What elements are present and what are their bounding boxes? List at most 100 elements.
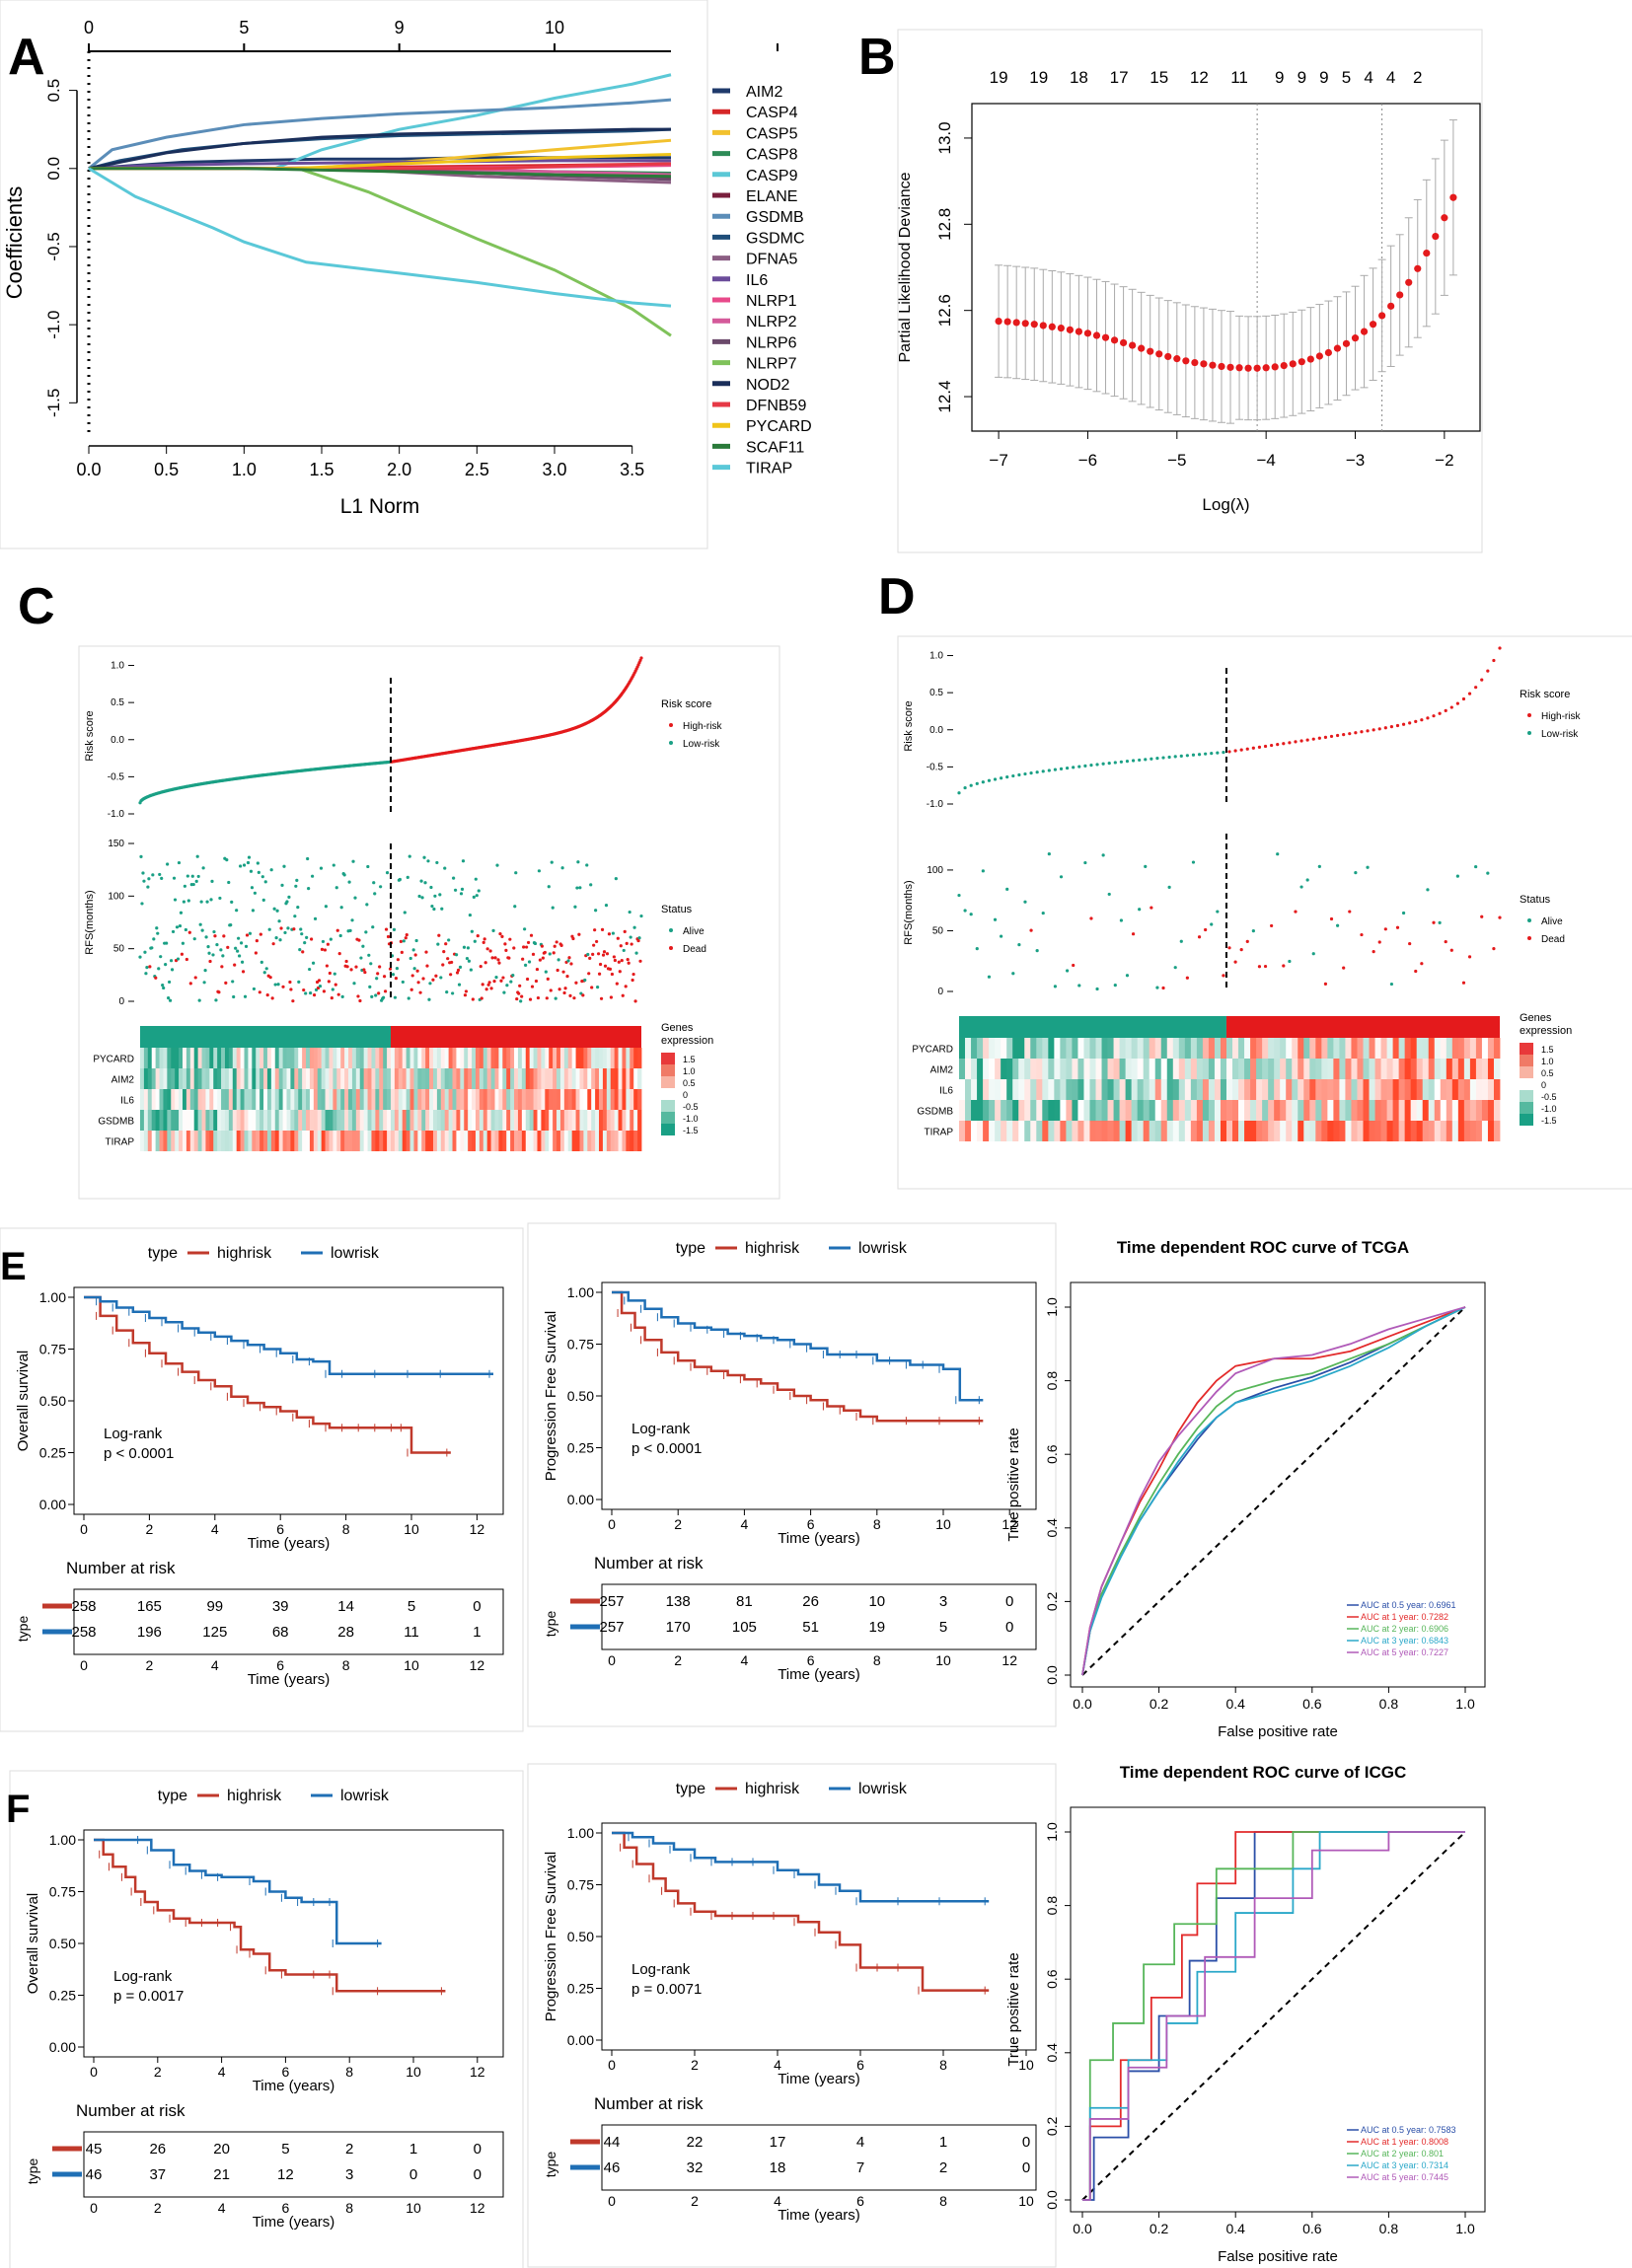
heatmap-cell [1410,1121,1418,1141]
status-point [583,978,587,983]
risk-table-cell: 20 [213,2141,230,2158]
heatmap-cell [1274,1121,1281,1141]
heatmap-cell [429,1089,434,1110]
heatmap-cell [633,1048,638,1068]
risk-x-tick-label: 6 [282,2200,290,2216]
heatmap-cell [391,1048,396,1068]
status-point [1125,974,1130,978]
heatmap-cell [1083,1079,1090,1100]
panel-frame [0,1227,524,1732]
heatmap-cell [537,1131,542,1151]
heatmap-cell [302,1068,307,1089]
heatmap-cell [606,1110,612,1131]
heatmap-cell [309,1068,315,1089]
risk-point [1005,775,1009,779]
heatmap-cell [1178,1100,1186,1121]
legend-label: highrisk [217,1245,272,1262]
status-point [1342,966,1346,970]
risk-point [1204,752,1208,756]
status-point [250,886,255,890]
risk-x-tick-label: 6 [807,1652,815,1668]
heatmap-cell [567,1131,573,1151]
status-point [379,885,383,889]
x-tick-label: 0.4 [1225,2221,1245,2236]
status-point [621,993,625,997]
heatmap-cell [379,1089,384,1110]
status-point [1017,943,1021,947]
heatmap-cell [1036,1079,1043,1100]
risk-table-cell: 26 [149,2141,166,2158]
x-tick-label: 0.2 [1150,1696,1169,1712]
y-tick-label: 0.6 [1044,1969,1060,1989]
status-point [523,927,527,931]
status-point [358,998,362,1003]
heatmap-cell [252,1131,257,1151]
status-point [1389,982,1393,987]
heatmap-cell [163,1110,168,1131]
status-point [1161,986,1165,990]
risk-table-cell: 39 [272,1598,289,1615]
plot-frame [601,1822,1037,2051]
status-point [538,958,543,962]
risk-table-cell: 21 [213,2166,230,2183]
heatmap-cell [317,1089,323,1110]
heatmap-cell [286,1131,291,1151]
y-tick-label: 0.50 [567,1388,594,1404]
heatmap-cell [1392,1100,1400,1121]
heatmap-cell [1125,1100,1133,1121]
status-point [201,866,205,870]
status-point [243,994,248,998]
status-point [167,996,171,1000]
status-point [447,938,451,942]
risk-table-title: Number at risk [594,1554,704,1573]
heatmap-cell [340,1048,345,1068]
status-point [543,950,547,955]
heatmap-cell [452,1110,457,1131]
x-tick-label: 0.6 [1302,2221,1322,2236]
status-point [501,976,505,980]
heatmap-cell [606,1131,612,1151]
heatmap-cell [521,1110,527,1131]
status-point [556,968,559,973]
heatmap-cell [1184,1079,1192,1100]
heatmap-cell [182,1089,187,1110]
y-axis-label: Progression Free Survival [543,1852,559,2022]
heatmap-cell [510,1110,515,1131]
status-point [354,965,358,969]
heatmap-cell [1154,1121,1162,1141]
heatmap-cell [1268,1059,1275,1079]
heatmap-cell [583,1110,588,1131]
risk-point [1329,734,1334,739]
status-point [1216,910,1220,914]
heatmap-cell [432,1089,438,1110]
heatmap-cell [556,1131,561,1151]
status-point [339,906,343,910]
heatmap-cell [1386,1059,1394,1079]
status-point [590,986,594,989]
legend-label: Dead [683,944,706,955]
legend-dot [669,723,673,727]
heatmap-cell [1274,1100,1281,1121]
risk-table-cell: 0 [1022,2134,1030,2151]
heatmap-cell [472,1131,477,1151]
heatmap-cell [201,1089,206,1110]
heatmap-cell [521,1048,527,1068]
status-point [364,930,368,934]
heatmap-cell [1006,1100,1013,1121]
heatmap-cell [1292,1038,1298,1059]
heatmap-cell [205,1110,210,1131]
heatmap-cell [1493,1121,1501,1141]
y-tick-label: 0.2 [1044,1591,1060,1611]
heatmap-cell [1428,1079,1436,1100]
heatmap-cell [209,1048,214,1068]
heatmap-cell [1327,1079,1334,1100]
status-point [407,996,410,1000]
heatmap-cell [1149,1079,1156,1100]
status-point [568,993,572,997]
risk-point [1360,730,1364,734]
status-point [559,943,563,948]
x-tick-label: 4 [218,2064,226,2080]
heatmap-cell [1315,1121,1322,1141]
